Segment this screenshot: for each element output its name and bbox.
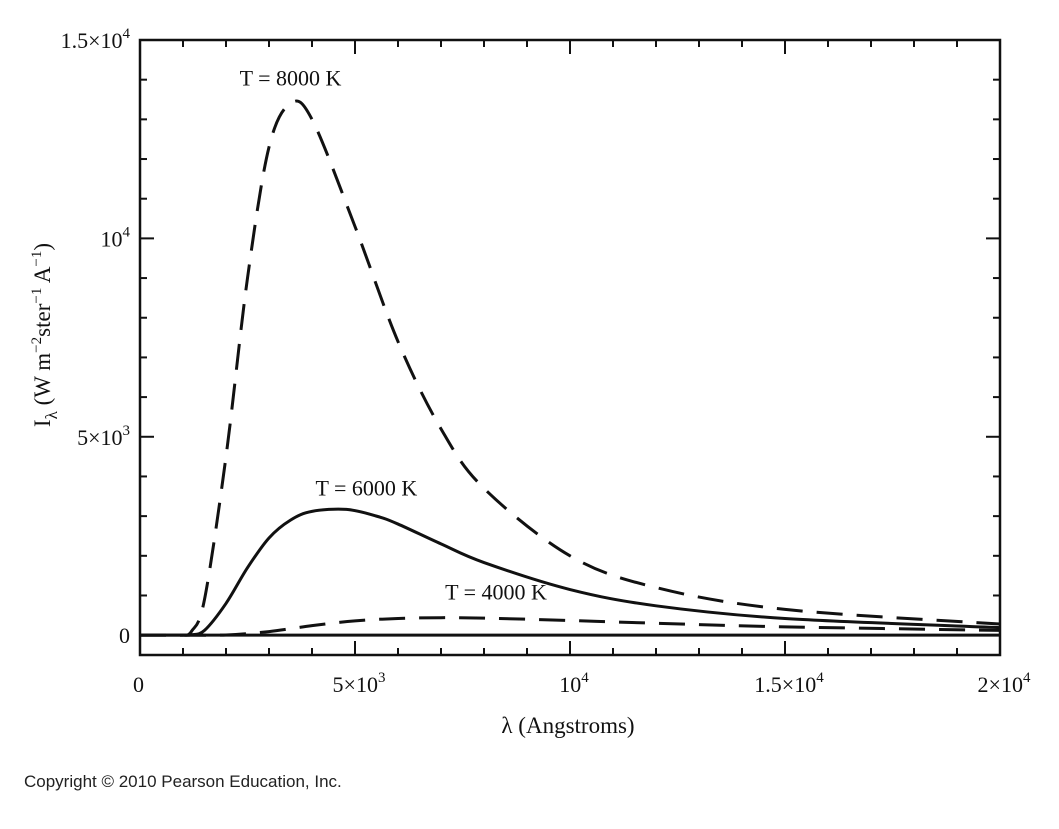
y-axis-label-prefix: I [30,419,55,427]
curve-label-2: T = 6000 K [315,475,417,500]
curve-label-1: T = 8000 K [240,65,342,90]
tick-labels: 0 5×103 104 1.5×104 2×104 0 5×103 104 1.5×104 [61,26,1031,697]
series-line-3 [140,616,1001,637]
y-tick-label: 104 [101,224,131,251]
tick-marks [139,39,1001,655]
curves [140,99,1001,637]
x-tick-label: 0 [133,672,144,697]
series-line-1 [140,99,1001,637]
y-tick-label: 0 [119,623,130,648]
curve-labels: T = 8000 K T = 6000 K T = 4000 K [240,65,547,604]
x-tick-label: 2×104 [978,670,1031,697]
y-axis-label-units: (W m−2ster−1 A−1) [29,243,55,411]
y-axis-label: Iλ (W m−2ster−1 A−1) [29,243,61,427]
curve-label-3: T = 4000 K [445,580,547,605]
x-tick-label: 5×103 [333,670,386,697]
plot-frame [138,38,1002,657]
x-tick-label: 104 [559,670,589,697]
x-axis-label: λ (Angstroms) [501,713,634,738]
copyright-notice: Copyright © 2010 Pearson Education, Inc. [24,772,342,791]
y-tick-label: 5×103 [77,423,130,450]
series-line-2 [140,507,1001,637]
x-tick-label: 1.5×104 [754,670,824,697]
y-tick-label: 1.5×104 [61,26,131,53]
y-axis-label-subscript: λ [42,410,61,419]
